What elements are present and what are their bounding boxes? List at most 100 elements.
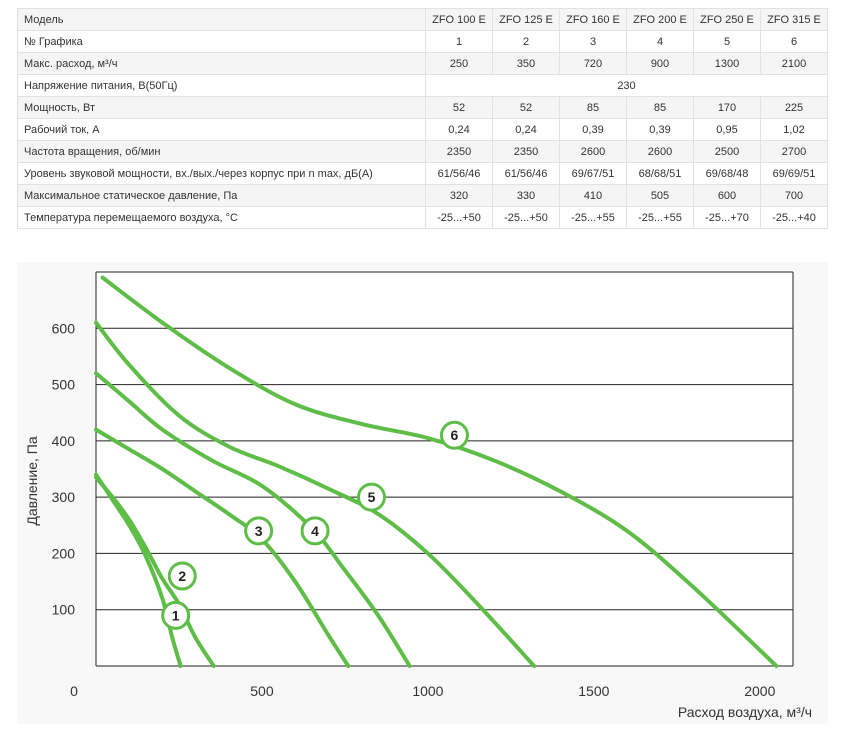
table-cell: 720 <box>559 52 627 75</box>
row-label: Макс. расход, м³/ч <box>17 52 426 75</box>
marker-circle <box>167 561 197 591</box>
x-tick-label: 0 <box>70 683 78 699</box>
table-cell: 225 <box>760 96 828 119</box>
table-cell: 69/69/51 <box>760 162 828 185</box>
fan-curves <box>94 275 779 668</box>
y-tick-label: 500 <box>52 377 76 393</box>
curve-marker-3: 3 <box>244 516 274 546</box>
table-cell: 6 <box>760 30 828 53</box>
table-cell: 350 <box>492 52 560 75</box>
table-cell: 3 <box>559 30 627 53</box>
y-tick-label: 400 <box>52 433 76 449</box>
table-cell: 68/68/51 <box>626 162 694 185</box>
table-row: Рабочий ток, А 0,24 0,24 0,39 0,39 0,95 1,02 <box>17 118 828 141</box>
table-cell: 0,24 <box>492 118 560 141</box>
table-cell: 61/56/46 <box>492 162 560 185</box>
row-label: № Графика <box>17 30 426 53</box>
table-cell: -25...+50 <box>425 206 493 229</box>
table-row: Мощность, Вт 52 52 85 85 170 225 <box>17 96 828 119</box>
model-name: ZFO 125 E <box>492 8 560 31</box>
row-label: Температура перемещаемого воздуха, °С <box>17 206 426 229</box>
x-tick-label: 500 <box>250 683 274 699</box>
curve-markers: 1 2 3 4 5 6 <box>161 420 469 630</box>
curve-marker-6: 6 <box>439 420 469 450</box>
pressure-flow-chart: 1 2 3 4 5 6 100 200 300 400 500 600 0 500 1000 1500 200… <box>17 262 828 724</box>
table-cell: 4 <box>626 30 694 53</box>
table-row: Максимальное статическое давление, Па 320… <box>17 184 828 207</box>
table-cell: 61/56/46 <box>425 162 493 185</box>
table-row: Температура перемещаемого воздуха, °С -25… <box>17 206 828 229</box>
table-cell: 600 <box>693 184 761 207</box>
table-cell: 170 <box>693 96 761 119</box>
marker-label: 1 <box>172 607 180 623</box>
table-cell: 2350 <box>492 140 560 163</box>
table-cell: 0,39 <box>626 118 694 141</box>
table-cell: 69/67/51 <box>559 162 627 185</box>
marker-circle <box>161 600 191 630</box>
model-name: ZFO 100 E <box>425 8 493 31</box>
row-label: Рабочий ток, А <box>17 118 426 141</box>
table-cell: -25...+50 <box>492 206 560 229</box>
model-name: ZFO 250 E <box>693 8 761 31</box>
table-cell: 1 <box>425 30 493 53</box>
table-cell: 1,02 <box>760 118 828 141</box>
row-label: Частота вращения, об/мин <box>17 140 426 163</box>
plot-area <box>96 272 793 666</box>
curve-4 <box>94 371 412 668</box>
table-cell: -25...+55 <box>559 206 627 229</box>
table-cell: 230 <box>425 74 828 97</box>
row-label: Максимальное статическое давление, Па <box>17 184 426 207</box>
table-cell: -25...+55 <box>626 206 694 229</box>
marker-label: 6 <box>451 427 459 443</box>
y-tick-label: 300 <box>52 489 76 505</box>
curve-marker-5: 5 <box>356 482 386 512</box>
table-cell: 69/68/48 <box>693 162 761 185</box>
x-tick-label: 1500 <box>578 683 609 699</box>
table-cell: 85 <box>559 96 627 119</box>
table-cell: 0,24 <box>425 118 493 141</box>
curve-2 <box>94 475 216 668</box>
y-axis-label: Давление, Па <box>24 436 40 526</box>
table-cell: 0,95 <box>693 118 761 141</box>
curve-6 <box>100 275 779 668</box>
table-cell: 250 <box>425 52 493 75</box>
table-cell: 1300 <box>693 52 761 75</box>
table-cell: 0,39 <box>559 118 627 141</box>
marker-label: 5 <box>368 489 376 505</box>
table-cell: 2600 <box>626 140 694 163</box>
table-cell: 52 <box>492 96 560 119</box>
table-header-row: Модель ZFO 100 E ZFO 125 E ZFO 160 E ZFO 200… <box>17 8 828 31</box>
x-tick-label: 1000 <box>412 683 443 699</box>
table-cell: 2600 <box>559 140 627 163</box>
table-cell: 5 <box>693 30 761 53</box>
x-tick-label: 2000 <box>744 683 775 699</box>
table-row: Напряжение питания, В(50Гц) 230 <box>17 74 828 97</box>
table-cell: 85 <box>626 96 694 119</box>
table-cell: 2700 <box>760 140 828 163</box>
table-cell: 505 <box>626 184 694 207</box>
marker-circle <box>300 516 330 546</box>
marker-label: 3 <box>255 523 263 539</box>
table-cell: -25...+70 <box>693 206 761 229</box>
spec-table: Модель ZFO 100 E ZFO 125 E ZFO 160 E ZFO 200… <box>17 8 828 229</box>
spec-table-body: Модель ZFO 100 E ZFO 125 E ZFO 160 E ZFO 200… <box>17 8 828 229</box>
grid-lines <box>96 272 793 666</box>
table-cell: 900 <box>626 52 694 75</box>
y-tick-label: 600 <box>52 320 76 336</box>
curve-marker-4: 4 <box>300 516 330 546</box>
table-cell: 700 <box>760 184 828 207</box>
model-name: ZFO 200 E <box>626 8 694 31</box>
table-row: Уровень звуковой мощности, вх./вых./чере… <box>17 162 828 185</box>
table-cell: 52 <box>425 96 493 119</box>
table-row: Макс. расход, м³/ч 250 350 720 900 1300 2100 <box>17 52 828 75</box>
table-cell: 320 <box>425 184 493 207</box>
marker-label: 2 <box>178 568 186 584</box>
table-cell: 2100 <box>760 52 828 75</box>
curve-marker-2: 2 <box>167 561 197 591</box>
y-tick-label: 100 <box>52 602 76 618</box>
model-name: ZFO 315 E <box>760 8 828 31</box>
curve-5 <box>94 320 537 668</box>
x-axis-label: Расход воздуха, м³/ч <box>678 704 812 720</box>
table-cell: 2500 <box>693 140 761 163</box>
row-label: Напряжение питания, В(50Гц) <box>17 74 426 97</box>
